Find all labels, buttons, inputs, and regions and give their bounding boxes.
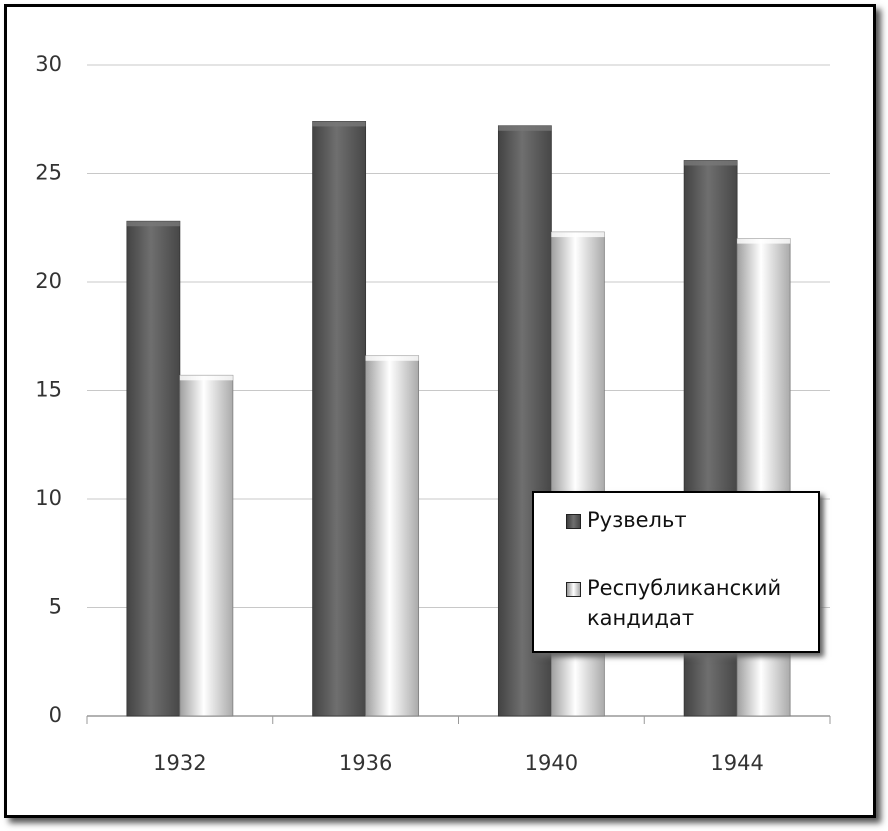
- y-tick-label: 5: [49, 595, 62, 619]
- legend-entry: Рузвельт: [566, 505, 818, 535]
- y-tick-label: 25: [35, 161, 62, 185]
- bar-bevel: [551, 232, 605, 238]
- y-tick-label: 20: [35, 269, 62, 293]
- legend-swatch: [566, 514, 581, 529]
- bar-bevel: [312, 121, 366, 127]
- bar: [179, 374, 234, 717]
- bar-bevel: [365, 355, 419, 361]
- y-tick-label: 10: [35, 486, 62, 510]
- bar-bevel: [126, 221, 180, 227]
- legend-entry: Республиканский кандидат: [566, 573, 818, 633]
- bar-bevel: [498, 125, 552, 131]
- x-tick-label: 1936: [339, 751, 392, 775]
- bar-bevel: [737, 238, 791, 244]
- bar: [126, 220, 181, 717]
- legend-label: Республиканский кандидат: [587, 576, 782, 630]
- x-tick-label: 1944: [710, 751, 763, 775]
- legend-swatch: [566, 582, 581, 597]
- x-tick-label: 1940: [525, 751, 578, 775]
- bar: [365, 355, 420, 717]
- bar: [312, 121, 367, 717]
- bar-bevel: [179, 375, 233, 381]
- legend-label: Рузвельт: [587, 508, 687, 532]
- x-tick-label: 1932: [153, 751, 206, 775]
- y-tick-label: 15: [35, 378, 62, 402]
- bar-bevel: [684, 160, 738, 166]
- y-tick-label: 30: [35, 52, 62, 76]
- y-tick-label: 0: [49, 703, 62, 727]
- legend: Рузвельт Республиканский кандидат: [532, 491, 820, 653]
